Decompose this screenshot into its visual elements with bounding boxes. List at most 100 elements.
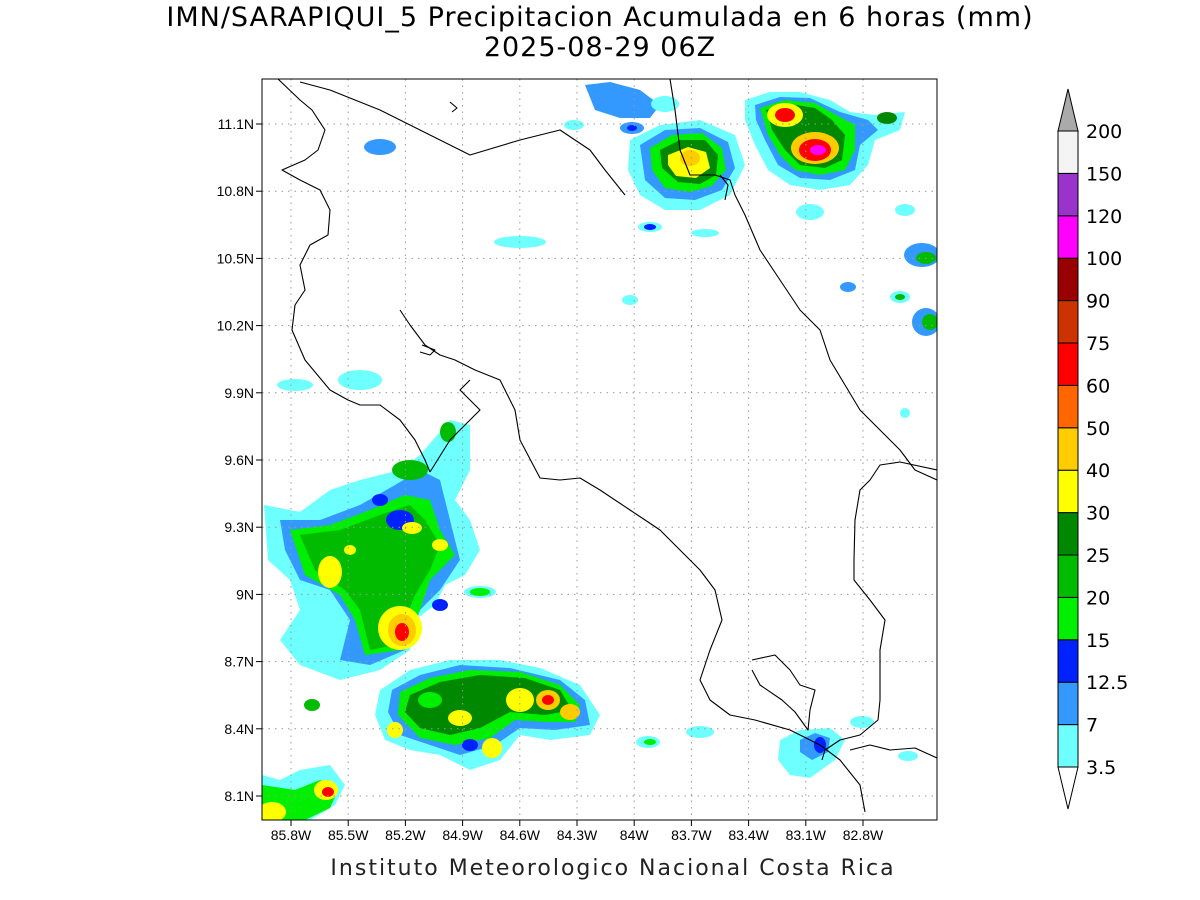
rain-cell (318, 556, 342, 588)
colorbar-level-label: 12.5 (1086, 672, 1128, 694)
rain-cell (392, 460, 428, 480)
rain-cell (344, 545, 356, 555)
rain-cell (922, 314, 937, 330)
rain-cell (402, 522, 422, 534)
rain-cell (395, 623, 409, 641)
lon-tick-label: 82.8W (843, 827, 884, 843)
colorbar-level-label: 75 (1086, 333, 1110, 355)
colorbar-level-label: 30 (1086, 503, 1110, 525)
colorbar-swatch (1057, 681, 1079, 726)
rain-area-heavy (405, 675, 572, 735)
rain-cell (364, 139, 396, 155)
lat-tick-label: 8.7N (224, 654, 254, 670)
colorbar-swatch (1057, 300, 1079, 344)
rain-area-moderate (585, 82, 660, 118)
rain-cell (432, 599, 448, 611)
colorbar-level-label: 150 (1086, 163, 1122, 185)
lon-tick-label: 83.7W (671, 827, 712, 843)
rain-cell (877, 112, 897, 124)
nicaragua-lake-shore (299, 81, 626, 196)
rain-cell (288, 635, 312, 655)
rain-cell (448, 710, 472, 726)
rain-cell (898, 751, 918, 761)
colorbar-swatch (1057, 427, 1079, 471)
rain-cell (564, 120, 584, 130)
lon-tick-label: 85.8W (271, 827, 312, 843)
rain-cell (387, 722, 403, 738)
colorbar-level-label: 60 (1086, 375, 1110, 397)
rain-cell (462, 739, 478, 751)
lat-tick-label: 9N (236, 586, 254, 602)
island-chira (419, 344, 436, 356)
lon-tick-label: 84.3W (557, 827, 598, 843)
nicoya-gulf-coast (429, 379, 481, 473)
colorbar-swatch (1057, 469, 1079, 514)
colorbar-swatch (1057, 724, 1079, 768)
grid-lines (262, 79, 937, 820)
map-subtitle: 2025-08-29 06Z (483, 32, 717, 63)
rain-cell (304, 699, 320, 711)
rain-cell (900, 408, 910, 418)
rain-cell (542, 695, 554, 705)
colorbar-swatch (1057, 215, 1079, 259)
panama-border (821, 461, 937, 761)
lat-tick-label: 10.5N (217, 250, 254, 266)
rain-cell (418, 692, 442, 708)
rain-cell (262, 802, 286, 820)
lon-tick-label: 85.2W (385, 827, 426, 843)
colorbar-over-arrow (1057, 88, 1079, 132)
colorbar-swatch (1057, 342, 1079, 386)
rain-cell (372, 494, 388, 506)
rain-cell (850, 716, 874, 728)
rain-cell (796, 204, 824, 220)
rain-cell (470, 588, 490, 596)
precipitation-field (262, 82, 937, 820)
colorbar-swatch (1057, 130, 1079, 174)
lat-tick-label: 10.8N (217, 183, 254, 199)
rain-cell (895, 204, 915, 216)
colorbar-level-label: 7 (1086, 715, 1098, 737)
rain-cell (840, 282, 856, 292)
lat-tick-label: 9.6N (224, 452, 254, 468)
lat-tick-label: 9.9N (224, 385, 254, 401)
rain-cell (810, 145, 826, 155)
san-juan-river (719, 174, 729, 201)
lat-tick-label: 10.2N (217, 318, 254, 334)
lon-tick-label: 84W (620, 827, 650, 843)
rain-cell (277, 379, 313, 391)
rain-cell (627, 125, 637, 131)
rain-cell (895, 294, 905, 300)
rain-cell (651, 96, 679, 112)
colorbar-level-label: 50 (1086, 418, 1110, 440)
colorbar-level-label: 20 (1086, 587, 1110, 609)
pacific-coast-north (277, 79, 431, 473)
rain-cell (686, 726, 714, 738)
rain-cell (322, 787, 334, 797)
colorbar-under-arrow (1057, 766, 1079, 810)
rain-cell (691, 229, 719, 237)
colorbar-swatch (1057, 172, 1079, 217)
colorbar-swatch (1057, 257, 1079, 302)
colorbar-level-label: 120 (1086, 206, 1122, 228)
rain-cell (440, 422, 456, 442)
colorbar-legend: 3.5 7 12.5 15 20 25 30 40 50 60 75 90 100 120 150 200 (1057, 88, 1128, 810)
lat-tick-label: 8.4N (224, 721, 254, 737)
lon-tick-label: 85.5W (328, 827, 369, 843)
colorbar-swatch (1057, 554, 1079, 598)
rain-cell (644, 224, 656, 230)
colorbar-swatch (1057, 596, 1079, 641)
lat-tick-label: 11.1N (218, 116, 254, 132)
lon-tick-label: 84.9W (442, 827, 483, 843)
rain-cell (432, 539, 448, 551)
longitude-axis: 85.8W 85.5W 85.2W 84.9W 84.6W 84.3W 84W 83.7W 83… (271, 820, 884, 843)
lat-tick-label: 9.3N (224, 519, 254, 535)
pacific-coast-south (399, 309, 866, 813)
rain-cell (338, 370, 382, 390)
lat-tick-label: 8.1N (224, 788, 254, 804)
rain-cell (560, 704, 580, 720)
osa-peninsula (751, 654, 816, 731)
panama-coast (849, 744, 937, 759)
coastline (277, 79, 937, 813)
colorbar-swatch (1057, 384, 1079, 429)
